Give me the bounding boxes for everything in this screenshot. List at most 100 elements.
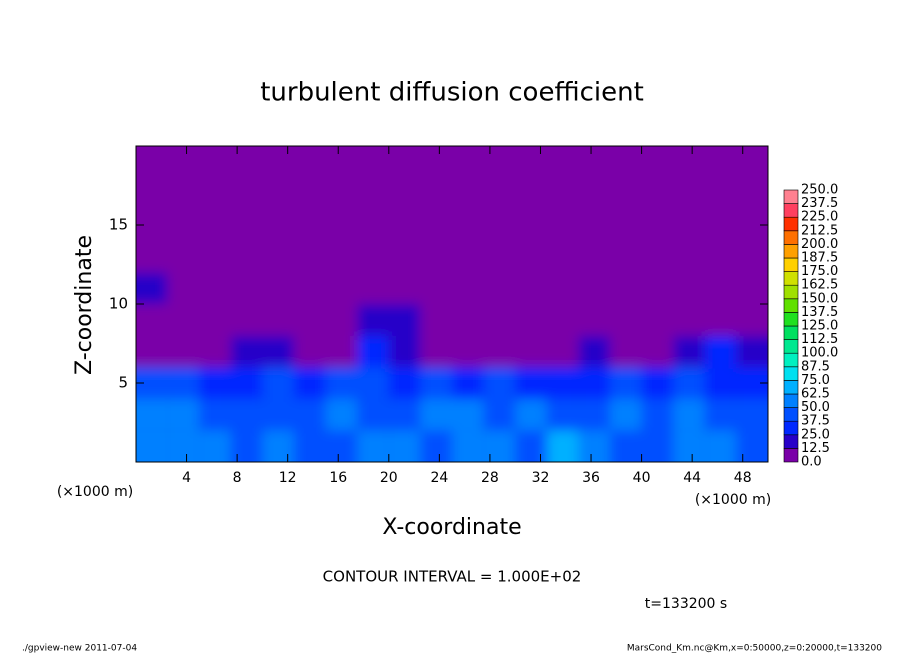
field-cell <box>325 177 358 210</box>
field-cell <box>704 146 737 178</box>
field-cell <box>167 430 200 462</box>
field-cell <box>167 209 200 241</box>
field-cell <box>578 430 610 462</box>
field-cell <box>388 430 421 462</box>
field-cell <box>262 398 294 431</box>
field-cell <box>641 209 674 241</box>
field-cell <box>736 272 768 304</box>
field-cell <box>452 304 484 336</box>
field-cell <box>230 335 263 368</box>
field-cell <box>483 209 516 241</box>
field-cell <box>199 430 231 462</box>
field-cell <box>167 304 200 336</box>
field-cell <box>578 398 610 431</box>
field-cell <box>673 146 705 178</box>
field-cell <box>294 240 326 273</box>
field-cell <box>483 335 516 368</box>
field-cells <box>136 146 768 462</box>
colorbar-label: 212.5 <box>801 223 838 238</box>
field-cell <box>325 335 358 368</box>
field-cell <box>704 272 737 304</box>
colorbar-label: 162.5 <box>801 278 838 293</box>
field-cell <box>325 304 358 336</box>
colorbar-swatch <box>783 216 799 232</box>
field-cell <box>420 177 452 210</box>
colorbar-swatch <box>783 420 799 436</box>
colorbar-swatch <box>783 271 799 286</box>
field-cell <box>546 177 579 210</box>
field-cell <box>136 146 168 178</box>
field-cell <box>483 367 516 399</box>
field-cell <box>673 398 705 431</box>
field-cell <box>610 209 642 241</box>
field-cell <box>452 430 484 462</box>
field-cell <box>325 272 358 304</box>
field-cell <box>704 367 737 399</box>
field-cell <box>483 177 516 210</box>
field-cell <box>262 367 294 399</box>
colorbar-swatch <box>783 339 799 354</box>
field-cell <box>230 304 263 336</box>
field-cell <box>136 272 168 304</box>
field-cell <box>704 177 737 210</box>
field-cell <box>294 398 326 431</box>
colorbar-swatch <box>783 298 799 313</box>
field-cell <box>388 304 421 336</box>
field-cell <box>167 398 200 431</box>
field-cell <box>452 335 484 368</box>
field-cell <box>167 177 200 210</box>
field-cell <box>136 367 168 399</box>
field-cell <box>420 367 452 399</box>
field-cell <box>704 430 737 462</box>
x-tick-label: 36 <box>582 470 600 486</box>
field-cell <box>515 177 547 210</box>
field-cell <box>325 240 358 273</box>
field-cell <box>325 146 358 178</box>
field-cell <box>704 304 737 336</box>
colorbar-swatch <box>783 434 799 449</box>
field-cell <box>452 367 484 399</box>
x-tick-label: 40 <box>633 470 651 486</box>
field-cell <box>388 209 421 241</box>
field-cell <box>136 398 168 431</box>
field-cell <box>357 209 389 241</box>
field-cell <box>420 272 452 304</box>
field <box>136 146 768 462</box>
field-cell <box>262 240 294 273</box>
field-cell <box>736 430 768 462</box>
field-cell <box>357 304 389 336</box>
field-cell <box>610 272 642 304</box>
field-cell <box>357 146 389 178</box>
field-cell <box>388 146 421 178</box>
field-cell <box>452 272 484 304</box>
field-cell <box>578 240 610 273</box>
field-cell <box>736 177 768 210</box>
field-cell <box>546 146 579 178</box>
colorbar-label: 187.5 <box>801 251 838 266</box>
field-cell <box>515 272 547 304</box>
field-cell <box>136 240 168 273</box>
field-cell <box>357 367 389 399</box>
colorbar-label: 150.0 <box>801 291 838 306</box>
colorbar-swatch <box>783 380 799 395</box>
field-cell <box>452 177 484 210</box>
field-cell <box>262 177 294 210</box>
field-cell <box>515 335 547 368</box>
field-cell <box>294 367 326 399</box>
field-cell <box>452 209 484 241</box>
colorbar-swatch <box>783 366 799 381</box>
field-cell <box>483 240 516 273</box>
field-cell <box>610 335 642 368</box>
field-cell <box>199 209 231 241</box>
field-cell <box>230 430 263 462</box>
colorbar-swatch <box>783 352 799 368</box>
colorbar-label: 225.0 <box>801 210 838 225</box>
field-cell <box>641 304 674 336</box>
field-cell <box>136 177 168 210</box>
field-cell <box>641 430 674 462</box>
field-cell <box>483 430 516 462</box>
field-cell <box>388 177 421 210</box>
field-cell <box>420 430 452 462</box>
x-tick-label: 28 <box>481 470 499 486</box>
time-label: t=133200 s <box>645 596 727 612</box>
